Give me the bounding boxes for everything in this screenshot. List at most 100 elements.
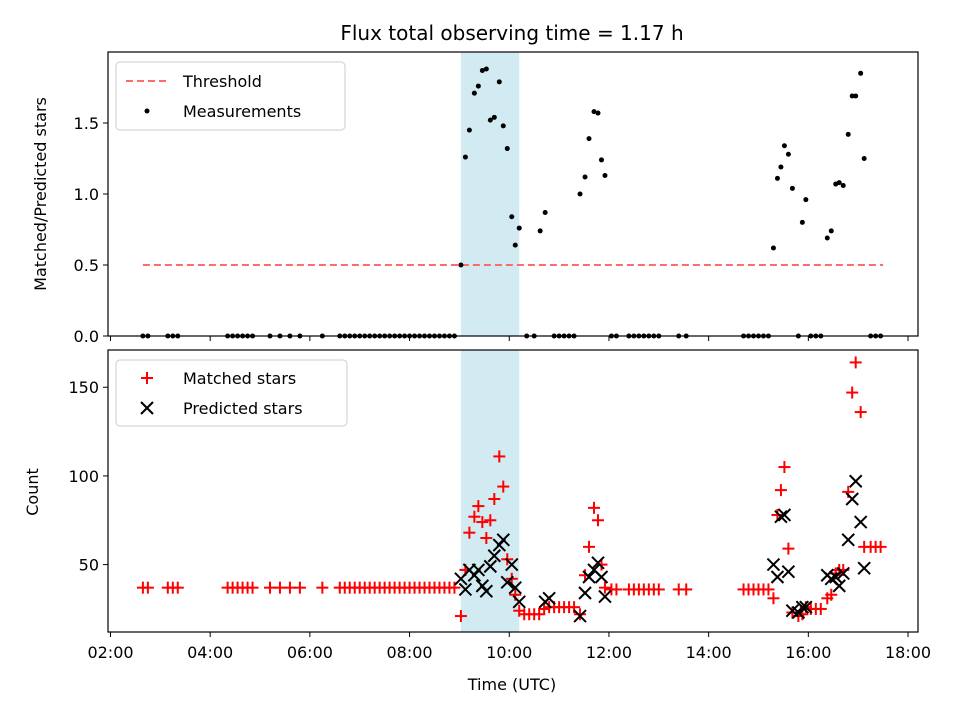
matched-star-point xyxy=(454,610,467,623)
bottom-x-tick-label: 16:00 xyxy=(785,643,831,662)
measurement-point xyxy=(491,114,497,120)
matched-star-point xyxy=(316,581,329,594)
measurement-point xyxy=(861,156,867,161)
bottom-x-tick-label: 14:00 xyxy=(686,643,732,662)
bottom-shaded-interval xyxy=(460,350,520,632)
measurement-point xyxy=(509,214,515,220)
matched-star-point xyxy=(814,602,827,615)
measurement-point xyxy=(542,209,548,215)
measurement-point xyxy=(537,228,543,234)
measurement-point xyxy=(496,79,502,85)
matched-star-point xyxy=(448,581,461,594)
matched-star-point xyxy=(497,480,510,493)
measurement-point xyxy=(598,157,604,163)
matched-star-point xyxy=(293,581,306,594)
predicted-star-point xyxy=(582,570,596,584)
chart-title: Flux total observing time = 1.17 h xyxy=(340,21,683,45)
matched-star-point xyxy=(463,526,476,539)
matched-star-point xyxy=(574,608,587,621)
measurement-point xyxy=(836,180,842,186)
measurement-point xyxy=(858,70,864,76)
legend-threshold-label: Threshold xyxy=(182,72,262,91)
predicted-star-point xyxy=(781,564,796,579)
measurement-point xyxy=(471,90,477,96)
measurement-point xyxy=(516,225,522,231)
predicted-star-point xyxy=(496,533,510,547)
legend-predicted-swatch xyxy=(140,401,154,415)
matched-star-point xyxy=(246,581,259,594)
measurement-point xyxy=(824,235,830,241)
measurement-point xyxy=(799,219,805,225)
predicted-star-point xyxy=(836,566,850,581)
matched-star-point xyxy=(476,516,489,529)
measurement-point xyxy=(770,245,776,251)
measurement-point xyxy=(582,174,588,180)
measurement-point xyxy=(845,131,851,137)
matched-star-point xyxy=(774,484,787,497)
bottom-x-tick-label: 08:00 xyxy=(387,643,433,662)
predicted-star-point xyxy=(512,595,526,609)
predicted-star-point xyxy=(770,570,785,584)
predicted-star-point xyxy=(508,580,522,595)
bottom-predicted-points xyxy=(454,474,871,623)
measurement-point xyxy=(785,151,791,157)
matched-star-point xyxy=(846,386,859,399)
measurement-point xyxy=(487,117,493,123)
predicted-star-point xyxy=(578,586,592,600)
top-y-tick-label: 0.5 xyxy=(74,256,99,275)
legend-measurements-label: Measurements xyxy=(183,102,301,121)
measurement-point xyxy=(479,67,485,73)
matched-star-point xyxy=(849,356,862,369)
measurement-point xyxy=(458,262,464,268)
predicted-star-point xyxy=(471,563,486,577)
matched-star-point xyxy=(493,450,506,463)
predicted-star-point xyxy=(795,600,810,614)
predicted-star-point xyxy=(848,474,863,488)
predicted-star-point xyxy=(500,575,514,590)
measurement-point xyxy=(778,164,784,170)
measurement-point xyxy=(840,182,846,188)
predicted-star-point xyxy=(594,570,609,584)
top-legend-box xyxy=(115,61,346,131)
matched-star-point xyxy=(598,581,611,594)
bottom-x-tick-label: 10:00 xyxy=(486,643,532,662)
matched-star-point xyxy=(762,583,775,596)
predicted-star-point xyxy=(774,510,788,524)
top-y-tick-label: 1.5 xyxy=(74,114,99,133)
predicted-star-point xyxy=(857,561,871,575)
matched-star-point xyxy=(591,514,604,527)
top-shaded-interval xyxy=(460,52,520,336)
matched-star-point xyxy=(680,583,693,596)
matched-star-point xyxy=(874,540,887,553)
predicted-star-point xyxy=(542,591,556,606)
bottom-legend: Matched stars Predicted stars xyxy=(115,359,348,427)
measurement-point xyxy=(828,228,834,234)
matched-star-point xyxy=(468,510,481,523)
predicted-star-point xyxy=(832,579,846,593)
predicted-star-point xyxy=(853,515,868,529)
predicted-star-point xyxy=(505,557,519,572)
matched-star-point xyxy=(652,583,665,596)
matched-star-point xyxy=(782,542,795,555)
measurement-point xyxy=(483,66,489,72)
measurement-point xyxy=(849,93,855,99)
matched-star-point xyxy=(484,514,497,527)
measurement-point xyxy=(586,136,592,142)
measurement-point xyxy=(602,173,608,179)
matched-star-point xyxy=(141,581,154,594)
measurement-point xyxy=(512,242,518,248)
measurement-point xyxy=(853,93,859,99)
bottom-x-tick-label: 02:00 xyxy=(87,643,133,662)
bottom-legend-box xyxy=(115,359,348,427)
bottom-y-axis-label: Count xyxy=(23,468,42,516)
measurement-point xyxy=(577,191,583,197)
predicted-star-point xyxy=(487,549,502,563)
predicted-star-point xyxy=(777,508,792,522)
legend-predicted-label: Predicted stars xyxy=(183,399,303,418)
top-y-axis-label: Matched/Predicted stars xyxy=(31,97,50,291)
matched-star-point xyxy=(825,588,838,601)
measurement-point xyxy=(466,127,472,133)
bottom-matched-points xyxy=(136,356,887,623)
measurement-point xyxy=(803,197,809,203)
